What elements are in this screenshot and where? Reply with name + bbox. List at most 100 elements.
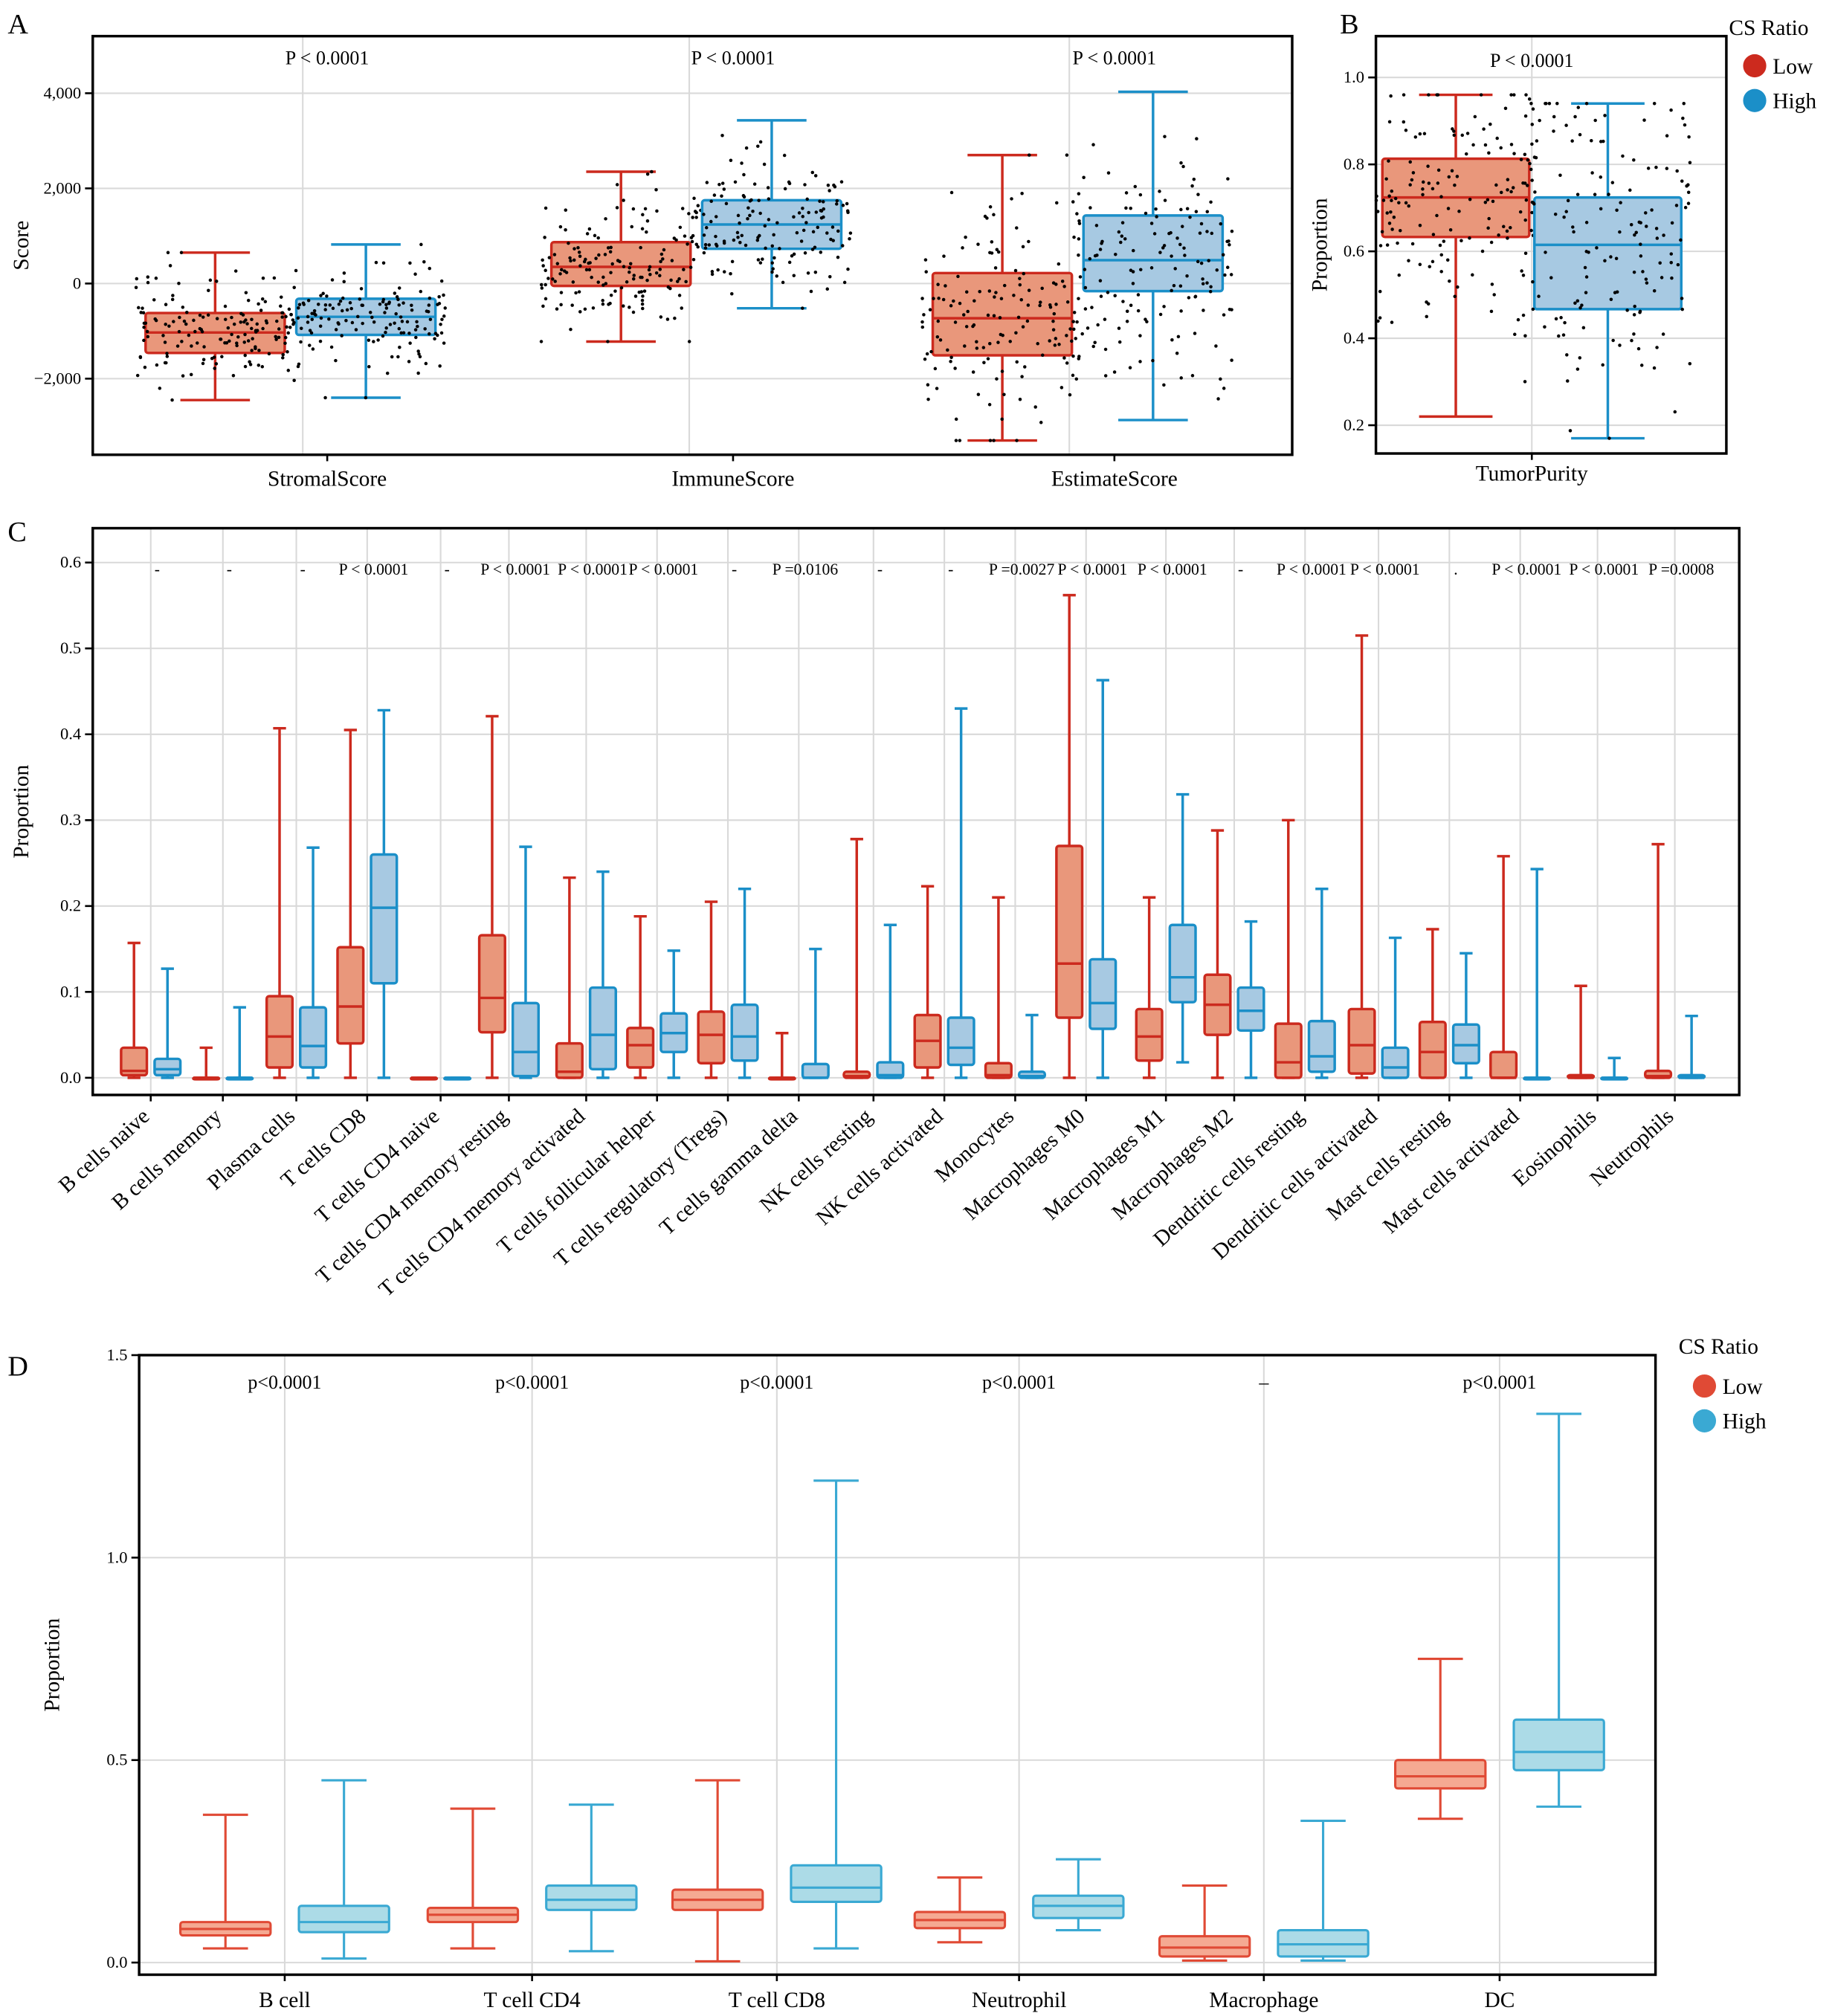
data-point: [1014, 331, 1018, 335]
y-tick-label: −2,000: [34, 369, 81, 387]
data-point: [814, 210, 819, 214]
data-point: [546, 277, 550, 280]
data-point: [212, 355, 216, 359]
data-point: [279, 295, 283, 299]
data-point: [628, 306, 631, 309]
data-point: [1375, 210, 1380, 213]
data-point: [729, 271, 732, 276]
data-point: [395, 295, 399, 299]
data-point: [1193, 294, 1198, 299]
box-low: [920, 153, 1084, 442]
data-point: [190, 344, 193, 348]
data-point: [1642, 118, 1646, 122]
data-point: [810, 248, 815, 251]
data-point: [687, 212, 691, 216]
data-point: [994, 291, 998, 294]
box-iqr: [1055, 844, 1084, 1019]
data-point: [1453, 294, 1457, 299]
data-point: [1669, 260, 1673, 265]
data-point: [267, 352, 271, 356]
data-point: [182, 319, 187, 323]
data-point: [1457, 210, 1461, 213]
box-iqr: [549, 240, 692, 288]
data-point: [1436, 168, 1441, 172]
p-value-label: -: [227, 560, 232, 578]
data-point: [1051, 328, 1056, 332]
data-point: [297, 306, 300, 310]
data-point: [1225, 265, 1230, 269]
data-point: [323, 395, 327, 400]
data-point: [1210, 231, 1214, 236]
data-point: [668, 286, 672, 291]
data-point: [419, 242, 423, 247]
box-low: [1347, 634, 1376, 1079]
data-point: [1100, 242, 1103, 245]
data-point: [665, 317, 670, 321]
box-low: [767, 1032, 796, 1081]
data-point: [358, 297, 362, 301]
data-point: [1190, 184, 1194, 188]
box-iqr: [946, 1016, 975, 1067]
data-point: [316, 303, 320, 306]
data-point: [631, 277, 636, 281]
data-point: [552, 253, 557, 256]
data-point: [1495, 136, 1499, 140]
data-point: [1639, 364, 1644, 367]
data-point: [841, 244, 845, 248]
data-point: [137, 306, 141, 310]
data-point: [1091, 143, 1095, 146]
data-point: [416, 324, 419, 329]
data-point: [397, 303, 401, 307]
box-high: [1236, 920, 1265, 1079]
data-point: [1054, 303, 1058, 306]
panel-letter-b: B: [1340, 9, 1358, 40]
y-axis-title: Score: [10, 221, 33, 271]
data-point: [541, 258, 544, 262]
data-point: [199, 328, 203, 332]
box-iqr: [790, 1864, 883, 1903]
data-point: [1448, 279, 1451, 283]
data-point: [170, 398, 174, 402]
data-point: [936, 282, 940, 286]
y-tick-label: 0.0: [106, 1953, 127, 1971]
data-point: [690, 239, 694, 244]
p-value-label: P < 0.0001: [558, 560, 628, 578]
data-point: [1562, 215, 1566, 219]
data-point: [920, 297, 924, 300]
box-high: [1071, 90, 1234, 421]
data-point: [751, 210, 755, 213]
data-point: [1195, 137, 1199, 140]
data-point: [1436, 181, 1440, 185]
data-point: [1572, 230, 1575, 234]
x-tick-label: EstimateScore: [1051, 467, 1178, 491]
data-point: [1442, 239, 1446, 243]
data-point: [601, 283, 605, 287]
box-low: [426, 1807, 520, 1950]
x-tick-label: StromalScore: [268, 467, 387, 491]
data-point: [442, 314, 446, 318]
data-point: [1075, 212, 1079, 216]
data-point: [407, 332, 411, 335]
data-point: [1071, 373, 1075, 378]
data-point: [744, 243, 748, 248]
data-point: [792, 274, 796, 277]
data-point: [650, 169, 654, 174]
data-point: [261, 277, 265, 280]
data-point: [275, 319, 279, 323]
data-point: [941, 297, 946, 302]
x-tick-label: T cells CD4 naive: [311, 1105, 445, 1228]
data-point: [1628, 188, 1632, 193]
data-point: [1607, 193, 1610, 196]
data-point: [1178, 242, 1182, 247]
data-point: [177, 329, 181, 334]
data-point: [408, 341, 412, 345]
data-point: [175, 344, 180, 348]
data-point: [619, 285, 624, 290]
data-point: [1531, 307, 1535, 311]
data-point: [593, 233, 597, 238]
data-point: [1196, 193, 1200, 196]
data-point: [1378, 316, 1382, 320]
data-point: [381, 261, 386, 265]
data-point: [986, 357, 990, 361]
data-point: [1563, 320, 1567, 325]
